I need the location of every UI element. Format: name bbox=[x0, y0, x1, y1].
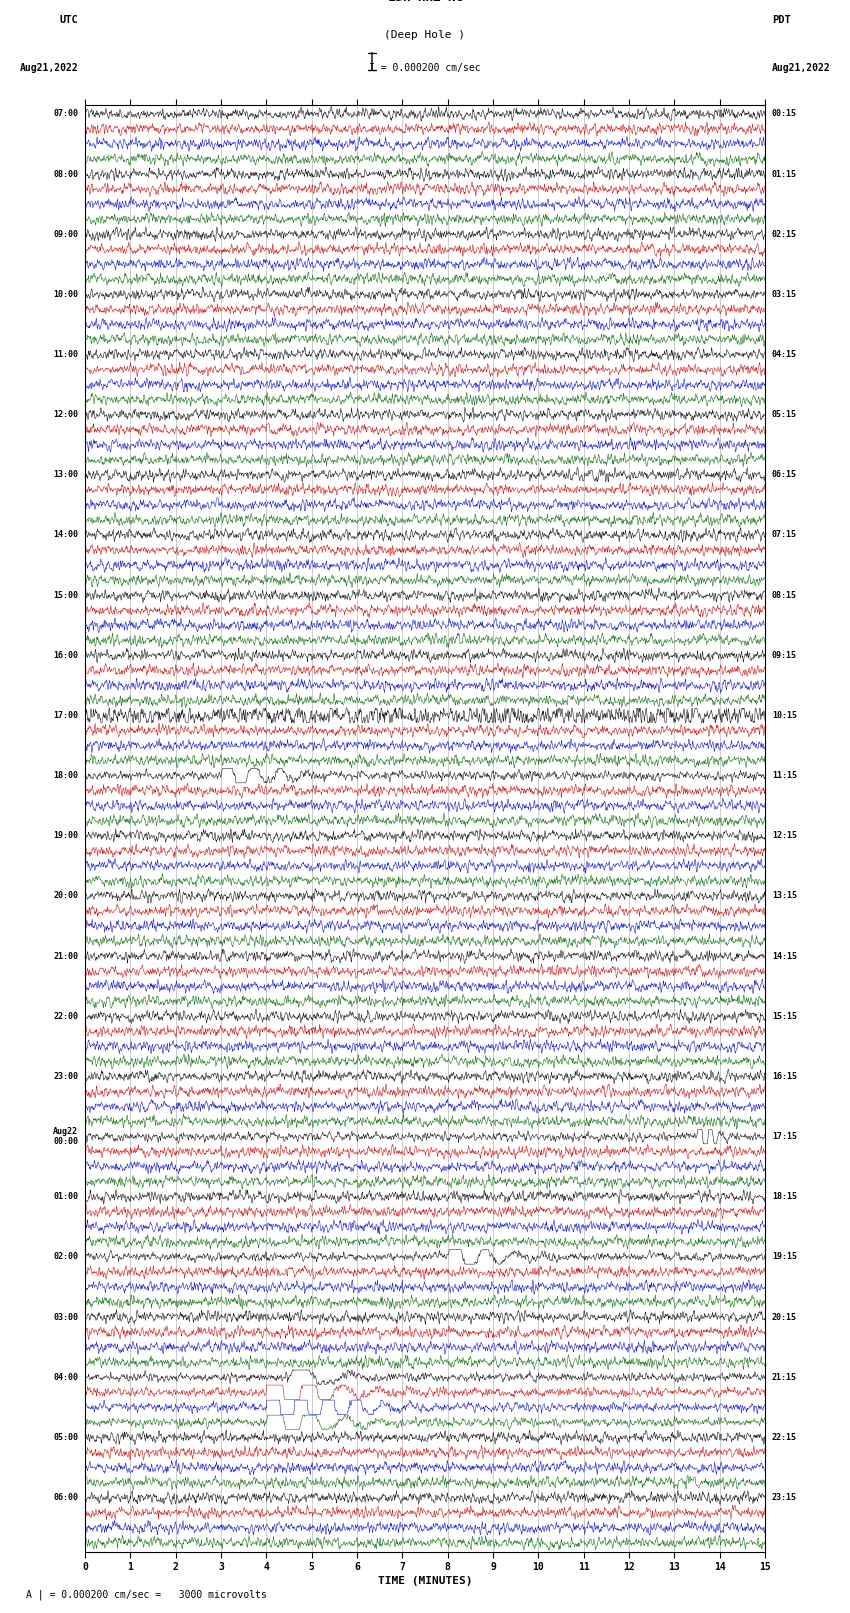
Text: 13:15: 13:15 bbox=[772, 892, 796, 900]
Text: 19:15: 19:15 bbox=[772, 1252, 796, 1261]
Text: 08:00: 08:00 bbox=[54, 169, 78, 179]
Text: 20:15: 20:15 bbox=[772, 1313, 796, 1321]
Text: 20:00: 20:00 bbox=[54, 892, 78, 900]
Text: 03:15: 03:15 bbox=[772, 290, 796, 298]
Text: UTC: UTC bbox=[60, 15, 78, 26]
Text: 12:00: 12:00 bbox=[54, 410, 78, 419]
Text: 17:15: 17:15 bbox=[772, 1132, 796, 1140]
Text: 00:15: 00:15 bbox=[772, 110, 796, 118]
Text: 19:00: 19:00 bbox=[54, 831, 78, 840]
Text: 02:15: 02:15 bbox=[772, 229, 796, 239]
Text: 13:00: 13:00 bbox=[54, 471, 78, 479]
Text: 22:00: 22:00 bbox=[54, 1011, 78, 1021]
Text: 21:00: 21:00 bbox=[54, 952, 78, 961]
Text: 09:00: 09:00 bbox=[54, 229, 78, 239]
X-axis label: TIME (MINUTES): TIME (MINUTES) bbox=[377, 1576, 473, 1586]
Text: 22:15: 22:15 bbox=[772, 1432, 796, 1442]
Text: 14:00: 14:00 bbox=[54, 531, 78, 539]
Text: 23:15: 23:15 bbox=[772, 1494, 796, 1502]
Text: 15:15: 15:15 bbox=[772, 1011, 796, 1021]
Text: 05:15: 05:15 bbox=[772, 410, 796, 419]
Text: 06:00: 06:00 bbox=[54, 1494, 78, 1502]
Text: 08:15: 08:15 bbox=[772, 590, 796, 600]
Text: 04:00: 04:00 bbox=[54, 1373, 78, 1382]
Text: 10:00: 10:00 bbox=[54, 290, 78, 298]
Text: 23:00: 23:00 bbox=[54, 1073, 78, 1081]
Text: LDH HHZ NC: LDH HHZ NC bbox=[388, 0, 462, 3]
Text: (Deep Hole ): (Deep Hole ) bbox=[384, 29, 466, 40]
Text: 10:15: 10:15 bbox=[772, 711, 796, 719]
Text: A | = 0.000200 cm/sec =   3000 microvolts: A | = 0.000200 cm/sec = 3000 microvolts bbox=[26, 1589, 266, 1600]
Text: 11:15: 11:15 bbox=[772, 771, 796, 781]
Text: 18:15: 18:15 bbox=[772, 1192, 796, 1202]
Text: 16:15: 16:15 bbox=[772, 1073, 796, 1081]
Text: 12:15: 12:15 bbox=[772, 831, 796, 840]
Text: 21:15: 21:15 bbox=[772, 1373, 796, 1382]
Text: 04:15: 04:15 bbox=[772, 350, 796, 360]
Text: Aug21,2022: Aug21,2022 bbox=[20, 63, 78, 73]
Text: 07:15: 07:15 bbox=[772, 531, 796, 539]
Text: 05:00: 05:00 bbox=[54, 1432, 78, 1442]
Text: 03:00: 03:00 bbox=[54, 1313, 78, 1321]
Text: Aug21,2022: Aug21,2022 bbox=[772, 63, 830, 73]
Text: 15:00: 15:00 bbox=[54, 590, 78, 600]
Text: 01:15: 01:15 bbox=[772, 169, 796, 179]
Text: 11:00: 11:00 bbox=[54, 350, 78, 360]
Text: 07:00: 07:00 bbox=[54, 110, 78, 118]
Text: 16:00: 16:00 bbox=[54, 650, 78, 660]
Text: PDT: PDT bbox=[772, 15, 791, 26]
Text: 14:15: 14:15 bbox=[772, 952, 796, 961]
Text: 17:00: 17:00 bbox=[54, 711, 78, 719]
Text: I = 0.000200 cm/sec: I = 0.000200 cm/sec bbox=[369, 63, 481, 73]
Text: 06:15: 06:15 bbox=[772, 471, 796, 479]
Text: 18:00: 18:00 bbox=[54, 771, 78, 781]
Text: 09:15: 09:15 bbox=[772, 650, 796, 660]
Text: 01:00: 01:00 bbox=[54, 1192, 78, 1202]
Text: Aug22
00:00: Aug22 00:00 bbox=[54, 1127, 78, 1147]
Text: 02:00: 02:00 bbox=[54, 1252, 78, 1261]
